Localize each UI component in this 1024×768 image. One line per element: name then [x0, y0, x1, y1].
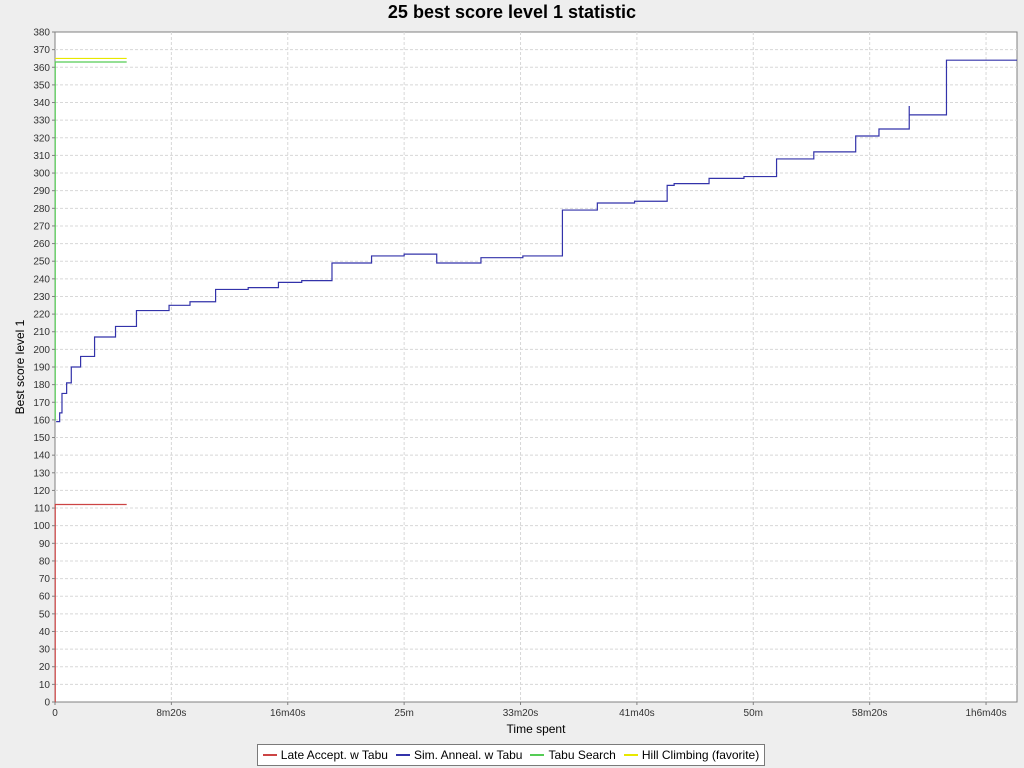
y-tick-label: 140 — [33, 451, 50, 462]
x-tick-label: 58m20s — [852, 708, 888, 719]
legend-label: Late Accept. w Tabu — [280, 748, 388, 762]
y-tick-label: 260 — [33, 239, 50, 250]
x-tick-label: 25m — [394, 708, 413, 719]
y-tick-label: 350 — [33, 80, 50, 91]
legend-swatch — [530, 754, 545, 756]
y-tick-label: 210 — [33, 327, 50, 338]
y-tick-label: 80 — [39, 556, 51, 567]
y-tick-label: 60 — [39, 592, 51, 603]
y-tick-label: 320 — [33, 133, 50, 144]
y-tick-label: 110 — [34, 504, 50, 515]
legend-label: Sim. Anneal. w Tabu — [413, 748, 523, 762]
y-tick-label: 150 — [33, 433, 50, 444]
y-tick-label: 200 — [33, 345, 50, 356]
y-tick-label: 300 — [33, 169, 50, 180]
y-tick-label: 220 — [33, 310, 50, 321]
y-tick-label: 130 — [33, 468, 50, 479]
y-tick-label: 90 — [39, 539, 51, 550]
legend: Late Accept. w Tabu Sim. Anneal. w Tabu Ta… — [257, 744, 765, 766]
y-tick-label: 250 — [33, 257, 50, 268]
y-tick-label: 280 — [33, 204, 50, 215]
legend-item: Sim. Anneal. w Tabu — [395, 748, 523, 762]
chart-title: 25 best score level 1 statistic — [387, 2, 637, 22]
y-tick-label: 170 — [33, 398, 50, 409]
y-tick-label: 50 — [39, 609, 51, 620]
legend-label: Hill Climbing (favorite) — [641, 748, 760, 762]
y-axis-label: Best score level 1 — [13, 319, 27, 414]
y-tick-label: 230 — [33, 292, 50, 303]
x-tick-label: 50m — [744, 708, 763, 719]
legend-swatch — [623, 754, 638, 756]
y-tick-label: 180 — [33, 380, 50, 391]
y-tick-label: 40 — [39, 627, 51, 638]
y-tick-label: 0 — [44, 698, 50, 709]
y-tick-label: 340 — [33, 98, 50, 109]
y-tick-label: 310 — [33, 151, 50, 162]
y-tick-label: 270 — [33, 221, 50, 232]
legend-swatch — [395, 754, 410, 756]
legend-label: Tabu Search — [548, 748, 616, 762]
x-tick-label: 16m40s — [270, 708, 306, 719]
legend-item: Hill Climbing (favorite) — [623, 748, 760, 762]
x-axis-label: Time spent — [507, 722, 567, 736]
y-tick-label: 370 — [33, 45, 50, 56]
y-tick-label: 70 — [39, 574, 51, 585]
y-tick-label: 380 — [33, 28, 50, 39]
series-line-1 — [56, 59, 1017, 423]
legend-item: Tabu Search — [530, 748, 616, 762]
y-tick-label: 240 — [33, 274, 50, 285]
x-axis-ticks: 0 8m20s 16m40s 25m 33m20s 41m40s 50m 58m20s 1h6m… — [52, 702, 1007, 719]
x-tick-label: 0 — [52, 708, 58, 719]
x-tick-label: 41m40s — [619, 708, 655, 719]
y-tick-label: 120 — [33, 486, 50, 497]
y-tick-label: 10 — [39, 680, 51, 691]
x-tick-label: 8m20s — [156, 708, 186, 719]
y-tick-label: 290 — [33, 186, 50, 197]
series-line-2 — [54, 61, 127, 421]
y-tick-label: 190 — [33, 363, 50, 374]
legend-item: Late Accept. w Tabu — [262, 748, 388, 762]
grid-lines — [55, 32, 1017, 702]
y-tick-label: 30 — [39, 645, 51, 656]
legend-swatch — [262, 754, 277, 756]
x-tick-label: 33m20s — [503, 708, 539, 719]
y-tick-label: 360 — [33, 63, 50, 74]
y-tick-label: 330 — [33, 116, 50, 127]
y-tick-label: 20 — [39, 662, 51, 673]
x-tick-label: 1h6m40s — [965, 708, 1006, 719]
y-tick-label: 100 — [33, 521, 50, 532]
y-axis-ticks: 0 10 20 30 40 50 60 70 80 90 100 110 120 130 140 150 160… — [33, 28, 55, 709]
y-tick-label: 160 — [33, 415, 50, 426]
